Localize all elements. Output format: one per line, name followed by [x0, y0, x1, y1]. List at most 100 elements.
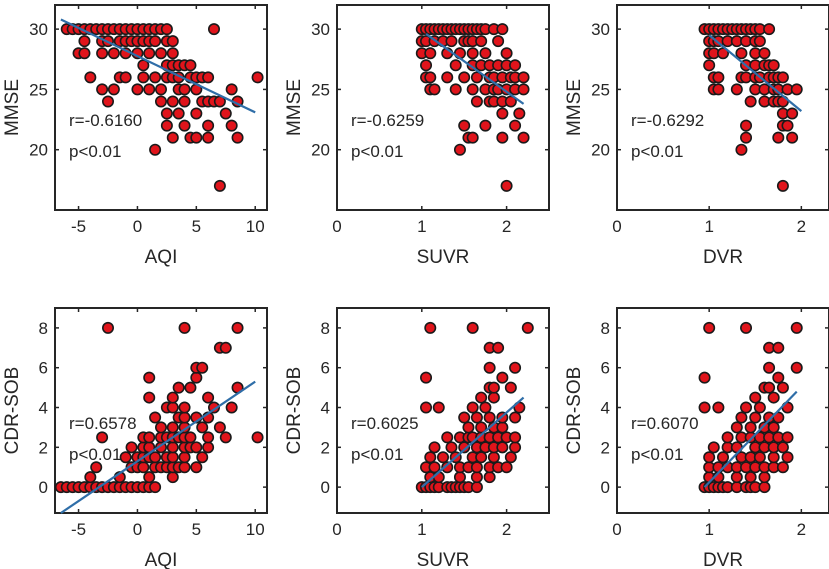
data-point — [143, 431, 156, 444]
data-point — [160, 119, 173, 132]
chart-panel-5: 0 1 2 0 2 4 6 8 SUVR CDR-SOB r=0.6025 p<0.01 — [284, 307, 550, 569]
data-point — [143, 471, 156, 484]
y-tick-label: 20 — [311, 141, 330, 160]
x-tick-label: -5 — [71, 217, 86, 236]
y-tick-label: 8 — [601, 319, 610, 338]
data-point — [131, 83, 144, 96]
regression-line — [421, 396, 525, 488]
y-axis-label: MMSE — [284, 79, 305, 136]
data-point — [776, 71, 789, 84]
data-point — [453, 143, 466, 156]
data-point — [496, 441, 509, 454]
data-point — [90, 461, 103, 474]
y-tick-label: 6 — [39, 359, 48, 378]
x-tick-label: 0 — [133, 520, 142, 539]
y-axis-label: CDR-SOB — [564, 367, 585, 455]
data-point — [202, 131, 215, 144]
y-tick-label: 30 — [29, 20, 48, 39]
data-point — [178, 461, 191, 474]
data-point — [178, 119, 191, 132]
data-point — [458, 71, 471, 84]
data-point — [517, 83, 530, 96]
data-point — [470, 471, 483, 484]
data-point — [716, 47, 729, 60]
data-point — [178, 95, 191, 108]
x-tick-label: 10 — [246, 217, 265, 236]
data-point — [190, 441, 203, 454]
data-point — [517, 71, 530, 84]
data-point — [125, 441, 138, 454]
data-point — [143, 391, 156, 404]
data-point — [707, 441, 720, 454]
data-point — [698, 371, 711, 384]
data-point — [735, 143, 748, 156]
y-tick-label: 25 — [591, 80, 610, 99]
data-point — [483, 471, 496, 484]
data-point — [758, 481, 771, 494]
y-tick-label: 20 — [591, 141, 610, 160]
data-point — [786, 131, 799, 144]
data-point — [786, 107, 799, 120]
data-point — [730, 83, 743, 96]
data-point — [178, 451, 191, 464]
data-point — [202, 431, 215, 444]
x-tick-label: 5 — [192, 520, 201, 539]
y-axis-label: MMSE — [2, 79, 23, 136]
data-point — [143, 371, 156, 384]
data-point — [424, 47, 437, 60]
data-point — [190, 371, 203, 384]
data-point — [487, 381, 500, 394]
data-point — [196, 451, 209, 464]
regression-line — [425, 33, 525, 105]
data-point — [496, 107, 509, 120]
data-point — [703, 59, 716, 72]
data-point — [445, 35, 458, 48]
data-point — [432, 401, 445, 414]
data-point — [84, 471, 97, 484]
data-point — [730, 471, 743, 484]
data-point — [96, 83, 109, 96]
data-point — [496, 131, 509, 144]
y-tick-label: 0 — [601, 478, 610, 497]
data-point — [712, 71, 725, 84]
x-tick-label: 0 — [332, 520, 341, 539]
data-point — [753, 35, 766, 48]
data-point — [735, 47, 748, 60]
data-point — [712, 401, 725, 414]
data-point — [483, 361, 496, 374]
data-point — [420, 59, 433, 72]
data-point — [721, 431, 734, 444]
data-point — [517, 131, 530, 144]
data-point — [500, 47, 513, 60]
data-point — [521, 321, 534, 334]
x-tick-label: 10 — [246, 520, 265, 539]
x-tick-label: 2 — [797, 217, 806, 236]
data-point — [776, 179, 789, 192]
y-tick-label: 0 — [39, 478, 48, 497]
data-point — [107, 83, 120, 96]
data-point — [445, 441, 458, 454]
data-point — [479, 47, 492, 60]
data-point — [500, 461, 513, 474]
chart-panel-1: -5 0 5 10 20 25 30 AQI MMSE r=-0.6160 p<0.01 — [2, 4, 268, 268]
data-point — [213, 179, 226, 192]
data-point — [420, 401, 433, 414]
data-point — [96, 47, 109, 60]
data-point — [137, 59, 150, 72]
y-axis-label: CDR-SOB — [2, 367, 23, 455]
x-tick-label: 1 — [704, 217, 713, 236]
data-point — [703, 321, 716, 334]
data-point — [479, 401, 492, 414]
x-tick-label: 5 — [192, 217, 201, 236]
axes-box — [54, 4, 268, 211]
data-point — [496, 23, 509, 36]
data-point — [166, 451, 179, 464]
x-tick-label: 2 — [502, 217, 511, 236]
regression-line — [60, 380, 256, 514]
data-point — [190, 107, 203, 120]
data-point — [172, 107, 185, 120]
data-point — [184, 381, 197, 394]
y-tick-label: 25 — [311, 80, 330, 99]
data-point — [149, 143, 162, 156]
